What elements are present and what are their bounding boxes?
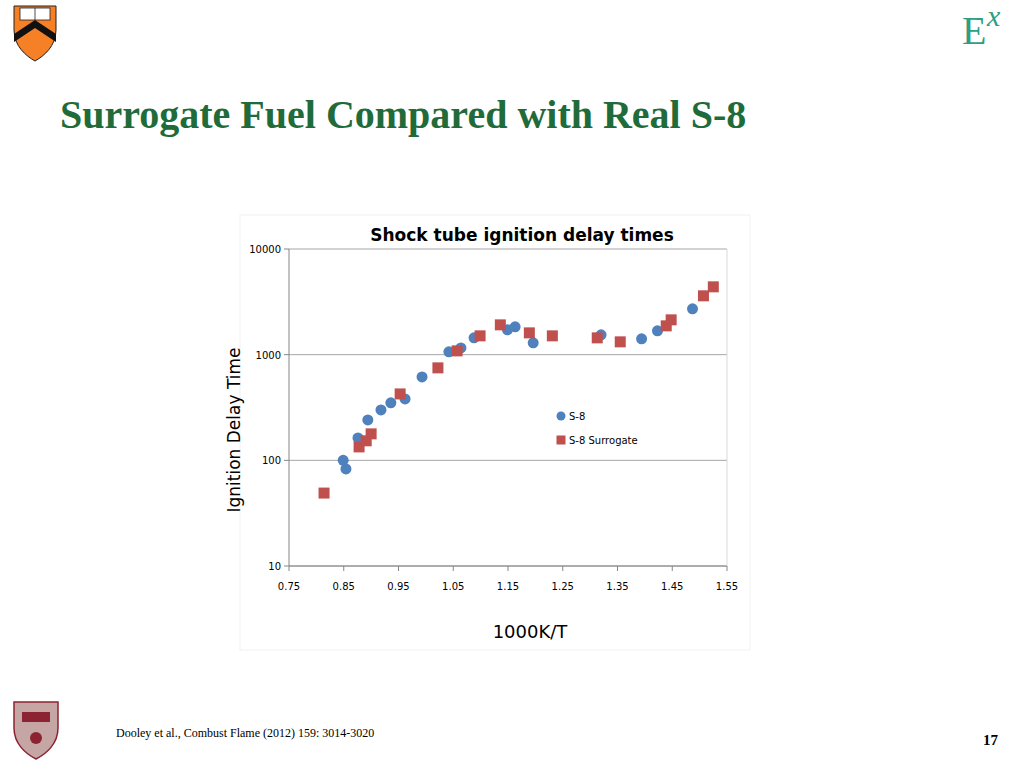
data-point (475, 330, 486, 341)
chart-title: Shock tube ignition delay times (370, 225, 674, 245)
x-tick (617, 566, 618, 571)
data-point (395, 388, 406, 399)
data-point (687, 303, 698, 314)
book-spine (35, 8, 36, 20)
data-point (452, 345, 463, 356)
chevron (14, 20, 56, 42)
legend-marker (557, 436, 566, 445)
x-tick-label: 1.35 (606, 581, 628, 592)
x-tick (508, 566, 509, 571)
data-point (417, 371, 428, 382)
page-number: 17 (983, 732, 999, 748)
logo-superscript: x (986, 0, 1001, 32)
x-tick (672, 566, 673, 571)
x-tick (343, 566, 344, 571)
book (20, 8, 50, 20)
x-tick-label: 0.75 (278, 581, 300, 592)
grid-line (289, 354, 727, 355)
data-point (547, 330, 558, 341)
y-tick (284, 249, 289, 250)
grid-line (289, 460, 727, 461)
y-tick (284, 354, 289, 355)
data-point (366, 428, 377, 439)
x-tick (727, 566, 728, 571)
x-tick-label: 1.15 (497, 581, 519, 592)
legend-label: S-8 Surrogate (569, 435, 638, 446)
data-point (528, 337, 539, 348)
x-tick-label: 0.95 (387, 581, 409, 592)
y-tick-label: 10000 (249, 244, 281, 255)
y-axis-line (289, 249, 290, 566)
y-tick (284, 566, 289, 567)
data-point (592, 332, 603, 343)
y-tick-label: 100 (262, 455, 281, 466)
legend: S-8 S-8 Surrogate (557, 411, 638, 446)
chart-area (240, 215, 750, 650)
x-tick (453, 566, 454, 571)
data-point (362, 414, 373, 425)
x-axis-label: 1000K/T (493, 621, 569, 642)
x-tick (289, 566, 290, 571)
data-point (666, 314, 677, 325)
data-point (708, 281, 719, 292)
y-tick-label: 1000 (256, 350, 281, 361)
crest-logo (14, 702, 58, 759)
crest-shield (14, 702, 58, 759)
grid-line (289, 249, 727, 250)
data-point (319, 488, 330, 499)
crest-emblem (30, 732, 42, 744)
x-tick (562, 566, 563, 571)
princeton-logo (14, 6, 56, 61)
slide: Ex Surrogate Fuel Compared with Real S-8 S… (0, 0, 1024, 768)
data-point (636, 333, 647, 344)
data-point (340, 463, 351, 474)
legend-label: S-8 (569, 411, 585, 422)
y-tick (284, 460, 289, 461)
x-tick-label: 1.45 (661, 581, 683, 592)
plot-frame (727, 249, 728, 566)
x-tick-label: 1.05 (442, 581, 464, 592)
data-point (432, 362, 443, 373)
x-tick-label: 1.55 (716, 581, 738, 592)
chart: Shock tube ignition delay times 10 100 1000… (224, 215, 750, 650)
data-point (615, 336, 626, 347)
data-point (495, 319, 506, 330)
data-point (375, 404, 386, 415)
slide-title: Surrogate Fuel Compared with Real S-8 (60, 92, 746, 137)
y-tick-label: 10 (268, 561, 281, 572)
logo-text: E (962, 8, 986, 53)
x-tick-label: 0.85 (333, 581, 355, 592)
data-point (524, 327, 535, 338)
data-point (510, 321, 521, 332)
y-axis-label: Ignition Delay Time (224, 347, 244, 512)
citation: Dooley et al., Combust Flame (2012) 159:… (116, 726, 374, 740)
x-tick-label: 1.25 (552, 581, 574, 592)
data-point (698, 290, 709, 301)
x-tick (398, 566, 399, 571)
marks (319, 281, 719, 498)
legend-marker (557, 412, 566, 421)
shield (14, 6, 56, 61)
crest-band (22, 712, 50, 722)
